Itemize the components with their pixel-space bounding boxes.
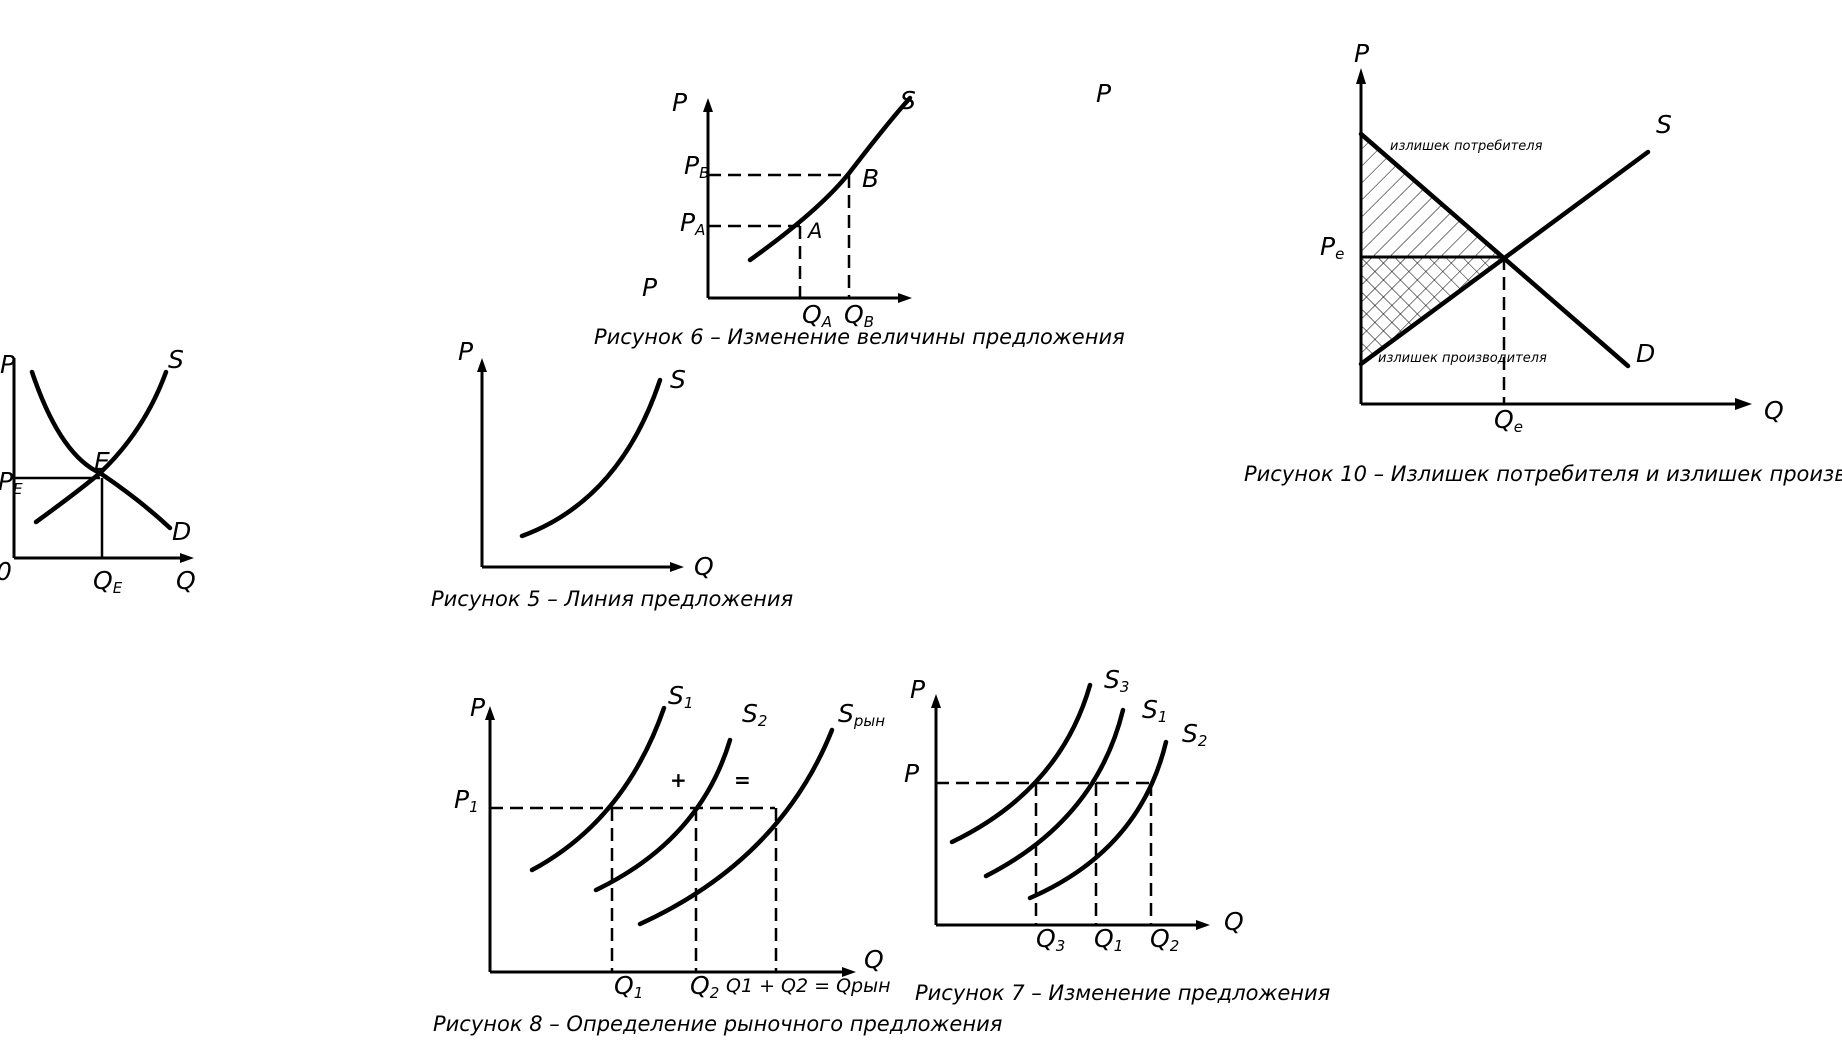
figure-10-surplus: P S D Q Pe Qe излишек потребителя излише…	[1244, 39, 1842, 486]
supply-label: S	[168, 345, 184, 374]
y-axis-arrow	[477, 358, 487, 372]
point-a-label: A	[806, 219, 822, 243]
producer-surplus-label: излишек производителя	[1378, 351, 1547, 366]
supply-curve-s2	[1027, 739, 1169, 901]
supply-curve	[747, 95, 913, 263]
quantity-a-label: QA	[802, 300, 832, 331]
supply-curve-s3	[949, 682, 1093, 845]
demand-label: D	[1636, 339, 1655, 368]
supply-label: S	[670, 365, 686, 394]
supply-curve-s1	[983, 707, 1126, 879]
quantity-q2-label: Q2	[1150, 924, 1179, 955]
origin-label: 0	[0, 557, 12, 586]
quantity-axis-label: Q	[176, 566, 196, 595]
stray-price-label: P	[1096, 79, 1112, 108]
price-b-label: PB	[684, 151, 709, 182]
price-axis-label: P	[910, 675, 926, 704]
quantity-b-label: QB	[844, 300, 874, 331]
supply-curve-s1	[529, 705, 667, 873]
supply-label: S	[1656, 110, 1672, 139]
equilibrium-figure: P PE 0 S D E QE Q	[0, 345, 196, 597]
equilibrium-quantity-label: QE	[93, 566, 123, 597]
price-axis-label: P	[470, 693, 486, 722]
price-axis-label: P	[458, 337, 474, 366]
figure-6-caption: Рисунок 6 – Изменение величины предложен…	[594, 325, 1125, 349]
supply-label: S	[900, 86, 916, 115]
quantity-axis-label: Q	[694, 552, 714, 581]
figure-8-market-supply: P P1 S1 S2 Sрын + = Q Q1 Q2 Q1 + Q2 = Qр…	[433, 681, 1002, 1036]
quantity-q1-label: Q1	[614, 971, 643, 1002]
price-axis-label: P	[672, 88, 688, 117]
market-quantity-sum-label: Q1 + Q2 = Qрын	[726, 975, 891, 997]
y-axis-arrow	[1356, 68, 1366, 84]
x-axis-arrow	[1735, 398, 1752, 410]
supply-curve	[519, 377, 663, 539]
x-axis-arrow	[180, 553, 194, 563]
figure-10-caption: Рисунок 10 – Излишек потребителя и излиш…	[1244, 462, 1842, 486]
market-supply-curve	[637, 727, 835, 927]
supply-s1-label: S1	[1142, 695, 1167, 726]
figure-7-supply-change: P P Q S3 S1 S2 Q3 Q1 Q2 Рисунок 7 – Изме…	[904, 665, 1330, 1005]
figure-8-caption: Рисунок 8 – Определение рыночного предло…	[433, 1012, 1002, 1036]
figure-6-quantity-supplied-change: P S B A PB PA QA QB P Рисунок 6 – Измене…	[594, 86, 1125, 349]
consumer-surplus-label: излишек потребителя	[1390, 139, 1543, 154]
demand-line	[1358, 131, 1631, 369]
supply-s1-label: S1	[668, 681, 693, 712]
figure-5-supply-line: P S Q Рисунок 5 – Линия предложения	[431, 337, 793, 611]
equilibrium-price-label: Pe	[1320, 232, 1344, 263]
figure-5-caption: Рисунок 5 – Линия предложения	[431, 587, 793, 611]
supply-curve-s2	[593, 737, 733, 893]
quantity-q3-label: Q3	[1036, 924, 1065, 955]
supply-s2-label: S2	[742, 699, 767, 730]
quantity-q2-label: Q2	[690, 971, 719, 1002]
equilibrium-quantity-label: Qe	[1494, 405, 1523, 436]
equilibrium-price-label: PE	[0, 467, 23, 498]
demand-label: D	[172, 517, 191, 546]
x-axis-arrow	[898, 293, 912, 303]
plus-sign: +	[670, 768, 687, 792]
equals-sign: =	[734, 768, 751, 792]
quantity-q1-label: Q1	[1094, 924, 1123, 955]
figure-7-caption: Рисунок 7 – Изменение предложения	[915, 981, 1330, 1005]
price-p1-label: P1	[454, 785, 479, 816]
x-axis-arrow	[1196, 920, 1210, 930]
supply-s3-label: S3	[1104, 665, 1129, 696]
market-supply-label: Sрын	[838, 699, 885, 730]
point-b-label: B	[862, 164, 879, 193]
quantity-axis-label: Q	[864, 945, 884, 974]
quantity-axis-label: Q	[1224, 907, 1244, 936]
price-axis-label: P	[1354, 39, 1370, 68]
equilibrium-point-label: E	[94, 447, 110, 476]
x-axis-arrow	[842, 967, 856, 977]
price-level-label: P	[904, 759, 920, 788]
price-axis-label: P	[0, 350, 16, 379]
price-a-label: PA	[680, 208, 705, 239]
x-axis-arrow	[670, 562, 684, 572]
y-axis-arrow	[703, 98, 713, 112]
quantity-axis-label: Q	[1764, 396, 1784, 425]
y-axis-arrow	[931, 694, 941, 708]
y-axis-arrow	[485, 706, 495, 720]
supply-s2-label: S2	[1182, 719, 1207, 750]
stray-price-label: P	[642, 273, 658, 302]
supply-curve	[33, 369, 169, 525]
